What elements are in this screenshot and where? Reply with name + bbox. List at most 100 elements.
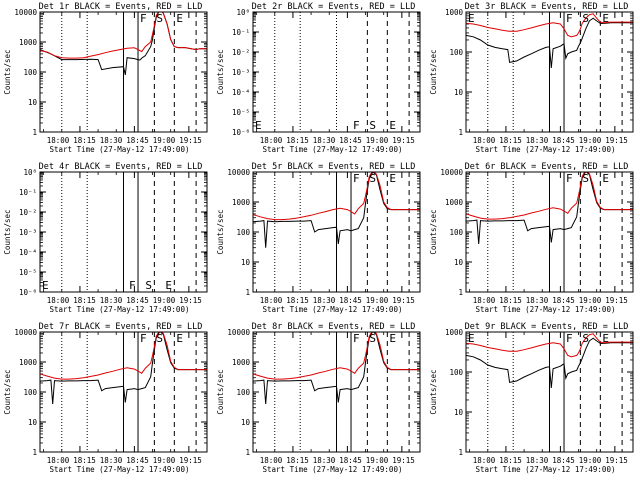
plot-frame: [39, 331, 208, 453]
y-tick-label: 1000: [19, 38, 38, 47]
plot-frame: [39, 171, 208, 293]
x-axis-label: Start Time (27-May-12 17:49:00): [476, 145, 616, 154]
x-tick-label: 18:30: [100, 136, 123, 145]
y-tick-label: 1: [245, 288, 250, 297]
x-axis-label: Start Time (27-May-12 17:49:00): [263, 305, 403, 314]
panel-title: Det 1r BLACK = Events, RED = LLD: [39, 2, 203, 12]
y-tick-label: 10⁻³: [19, 228, 37, 237]
marker-f: F: [140, 332, 147, 345]
marker-e: E: [389, 332, 396, 345]
y-tick-label: 10⁻⁶: [19, 288, 37, 297]
series-events: [466, 337, 633, 388]
y-tick-label: 10⁻²: [232, 48, 250, 57]
marker-f: F: [566, 332, 573, 345]
x-tick-label: 19:00: [366, 136, 389, 145]
y-tick-label: 10: [454, 258, 464, 267]
plot-frame: [252, 11, 421, 133]
y-tick-label: 10: [28, 418, 38, 427]
plot-frame: [252, 171, 421, 293]
x-axis-label: Start Time (27-May-12 17:49:00): [476, 305, 616, 314]
series-lld: [466, 333, 633, 358]
x-tick-label: 18:30: [313, 136, 336, 145]
marker-s: S: [582, 172, 589, 185]
x-tick-label: 18:45: [552, 296, 575, 305]
x-tick-label: 18:30: [100, 456, 123, 465]
y-tick-label: 1: [458, 128, 463, 137]
y-axis-label: Counts/sec: [216, 369, 225, 414]
y-tick-label: 10⁻¹: [232, 28, 250, 37]
x-axis-label: Start Time (27-May-12 17:49:00): [476, 465, 616, 474]
y-tick-label: 1000: [445, 8, 464, 17]
plot-area: [253, 332, 420, 452]
y-tick-label: 10: [454, 88, 464, 97]
marker-e: E: [176, 12, 183, 25]
x-tick-label: 18:00: [260, 456, 283, 465]
panel-6: Det 6r BLACK = Events, RED = LLD 1 10 100 10…: [429, 162, 634, 314]
x-tick-label: 18:30: [313, 456, 336, 465]
y-tick-label: 1000: [445, 328, 464, 337]
panel-9: Det 9r BLACK = Events, RED = LLD 1 10 100 10…: [429, 322, 634, 474]
x-tick-label: 18:45: [126, 456, 149, 465]
marker-e: E: [389, 172, 396, 185]
y-tick-label: 10⁻⁴: [232, 88, 250, 97]
y-tick-label: 1: [32, 448, 37, 457]
y-tick-label: 10000: [227, 168, 250, 177]
series-lld: [466, 13, 633, 38]
plot-frame: [465, 331, 634, 453]
x-tick-label: 19:15: [392, 296, 415, 305]
panel-title: Det 2r BLACK = Events, RED = LLD: [252, 2, 416, 12]
y-tick-label: 100: [23, 68, 37, 77]
y-tick-label: 100: [449, 228, 463, 237]
y-tick-label: 10000: [440, 168, 463, 177]
marker-f: F: [353, 119, 360, 132]
panel-8: Det 8r BLACK = Events, RED = LLD 1 10 100 10…: [216, 322, 421, 474]
marker-e: E: [468, 12, 475, 25]
marker-s: S: [582, 12, 589, 25]
marker-e: E: [165, 279, 172, 292]
series-events: [253, 332, 420, 404]
y-tick-label: 10000: [14, 8, 37, 17]
y-axis-label: Counts/sec: [429, 369, 438, 414]
panel-title: Det 3r BLACK = Events, RED = LLD: [465, 2, 629, 12]
x-tick-label: 19:00: [579, 136, 602, 145]
x-axis-label: Start Time (27-May-12 17:49:00): [50, 305, 190, 314]
x-tick-label: 18:45: [339, 136, 362, 145]
marker-e: E: [602, 172, 609, 185]
marker-e: E: [468, 332, 475, 345]
y-tick-label: 10: [28, 98, 38, 107]
y-tick-label: 10⁰: [236, 8, 250, 17]
series-events: [40, 332, 207, 404]
x-tick-label: 19:15: [179, 136, 202, 145]
series-events: [466, 172, 633, 244]
series-lld: [253, 172, 420, 221]
plot-frame: [252, 331, 421, 453]
marker-e: E: [602, 332, 609, 345]
plot-frame: [465, 171, 634, 293]
y-tick-label: 10⁻²: [19, 208, 37, 217]
x-tick-label: 18:30: [100, 296, 123, 305]
panel-title: Det 8r BLACK = Events, RED = LLD: [252, 322, 416, 332]
y-axis-label: Counts/sec: [216, 49, 225, 94]
marker-e: E: [255, 119, 262, 132]
y-tick-label: 10000: [14, 328, 37, 337]
y-tick-label: 100: [236, 228, 250, 237]
y-tick-label: 1: [32, 128, 37, 137]
x-tick-label: 19:15: [605, 296, 628, 305]
x-axis-label: Start Time (27-May-12 17:49:00): [263, 145, 403, 154]
x-tick-label: 19:00: [153, 296, 176, 305]
x-tick-label: 18:15: [286, 296, 309, 305]
marker-e: E: [602, 12, 609, 25]
y-tick-label: 1000: [445, 198, 464, 207]
x-tick-label: 19:15: [605, 456, 628, 465]
y-axis-label: Counts/sec: [216, 209, 225, 254]
x-tick-label: 18:15: [73, 136, 96, 145]
y-tick-label: 1000: [232, 358, 251, 367]
x-tick-label: 18:15: [73, 296, 96, 305]
panel-7: Det 7r BLACK = Events, RED = LLD 1 10 100 10…: [3, 322, 208, 474]
x-tick-label: 19:15: [605, 136, 628, 145]
y-tick-label: 10: [241, 418, 251, 427]
x-tick-label: 18:45: [552, 456, 575, 465]
x-tick-label: 18:15: [499, 456, 522, 465]
series-lld: [40, 12, 207, 59]
